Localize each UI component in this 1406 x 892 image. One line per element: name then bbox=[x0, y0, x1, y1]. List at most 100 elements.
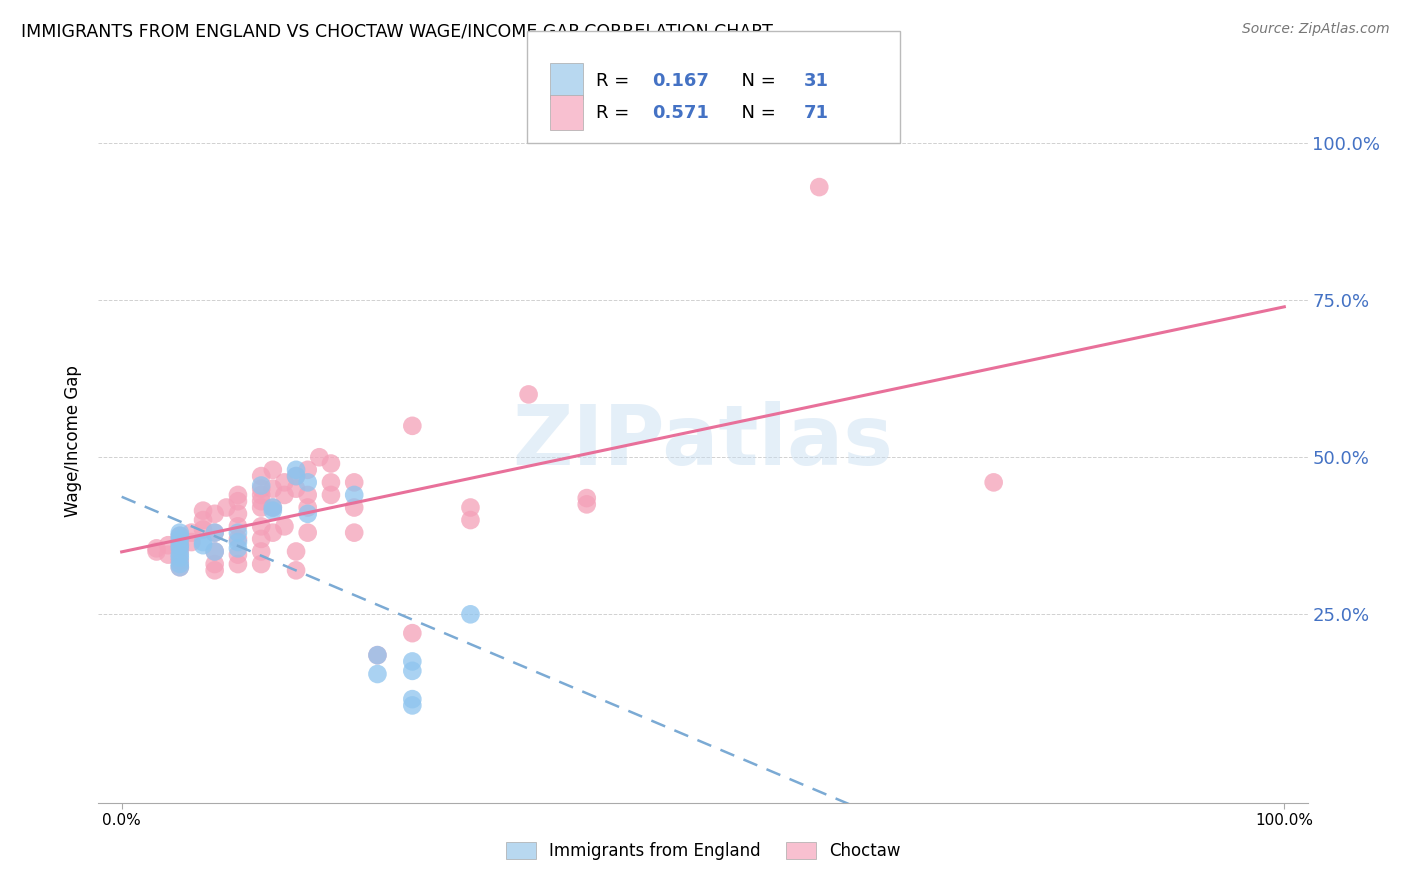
Point bbox=[215, 500, 238, 515]
Point bbox=[169, 529, 191, 543]
Point bbox=[250, 482, 273, 496]
Point bbox=[273, 519, 295, 533]
Point bbox=[204, 557, 226, 571]
Point bbox=[250, 469, 273, 483]
Point bbox=[285, 482, 308, 496]
Point bbox=[460, 607, 482, 622]
Point bbox=[204, 563, 226, 577]
Point bbox=[297, 488, 319, 502]
Point bbox=[366, 667, 388, 681]
Point bbox=[262, 500, 284, 515]
Point bbox=[169, 535, 191, 549]
Point bbox=[145, 541, 167, 556]
Point bbox=[226, 548, 249, 562]
Point bbox=[204, 507, 226, 521]
Point bbox=[262, 525, 284, 540]
Point bbox=[191, 503, 214, 517]
Point bbox=[169, 541, 191, 556]
Point bbox=[169, 538, 191, 552]
Text: 0.167: 0.167 bbox=[652, 72, 709, 90]
Point bbox=[319, 488, 342, 502]
Point bbox=[285, 544, 308, 558]
Point bbox=[401, 655, 423, 669]
Point bbox=[169, 532, 191, 546]
Point bbox=[517, 387, 540, 401]
Point bbox=[366, 648, 388, 662]
Point bbox=[983, 475, 1005, 490]
Text: Source: ZipAtlas.com: Source: ZipAtlas.com bbox=[1241, 22, 1389, 37]
Text: N =: N = bbox=[730, 103, 782, 121]
Point bbox=[157, 548, 180, 562]
Point bbox=[145, 544, 167, 558]
Point bbox=[250, 494, 273, 508]
Point bbox=[191, 535, 214, 549]
Point bbox=[285, 469, 308, 483]
Point bbox=[262, 503, 284, 517]
Point bbox=[180, 525, 202, 540]
Text: 0.571: 0.571 bbox=[652, 103, 709, 121]
Point bbox=[343, 488, 366, 502]
Point bbox=[169, 557, 191, 571]
Point bbox=[226, 525, 249, 540]
Point bbox=[169, 550, 191, 565]
Point bbox=[308, 450, 330, 465]
Point bbox=[250, 532, 273, 546]
Text: N =: N = bbox=[730, 72, 782, 90]
Point bbox=[297, 525, 319, 540]
Point bbox=[460, 500, 482, 515]
Point bbox=[262, 482, 284, 496]
Point bbox=[169, 525, 191, 540]
Text: IMMIGRANTS FROM ENGLAND VS CHOCTAW WAGE/INCOME GAP CORRELATION CHART: IMMIGRANTS FROM ENGLAND VS CHOCTAW WAGE/… bbox=[21, 22, 773, 40]
Point bbox=[401, 664, 423, 678]
Point bbox=[343, 475, 366, 490]
Point bbox=[250, 544, 273, 558]
Point bbox=[250, 478, 273, 492]
Text: R =: R = bbox=[596, 103, 636, 121]
Y-axis label: Wage/Income Gap: Wage/Income Gap bbox=[65, 366, 83, 517]
Point bbox=[250, 519, 273, 533]
Point bbox=[204, 525, 226, 540]
Point bbox=[169, 538, 191, 552]
Point bbox=[191, 523, 214, 537]
Point bbox=[204, 544, 226, 558]
Point bbox=[169, 529, 191, 543]
Point bbox=[297, 507, 319, 521]
Point bbox=[169, 560, 191, 574]
Point bbox=[226, 541, 249, 556]
Text: 71: 71 bbox=[804, 103, 830, 121]
Point bbox=[226, 494, 249, 508]
Point bbox=[226, 535, 249, 549]
Point bbox=[226, 519, 249, 533]
Point bbox=[262, 500, 284, 515]
Point bbox=[297, 475, 319, 490]
Point bbox=[343, 525, 366, 540]
Point bbox=[226, 557, 249, 571]
Point bbox=[250, 500, 273, 515]
Point bbox=[169, 554, 191, 568]
Point bbox=[273, 488, 295, 502]
Point bbox=[226, 488, 249, 502]
Point bbox=[401, 626, 423, 640]
Point bbox=[204, 525, 226, 540]
Point bbox=[169, 544, 191, 558]
Point bbox=[191, 513, 214, 527]
Text: ZIPatlas: ZIPatlas bbox=[513, 401, 893, 482]
Point bbox=[285, 563, 308, 577]
Point bbox=[250, 488, 273, 502]
Point bbox=[226, 532, 249, 546]
Point bbox=[191, 538, 214, 552]
Text: R =: R = bbox=[596, 72, 636, 90]
Text: 31: 31 bbox=[804, 72, 830, 90]
Point bbox=[226, 507, 249, 521]
Point bbox=[169, 560, 191, 574]
Point bbox=[297, 500, 319, 515]
Point bbox=[273, 475, 295, 490]
Point bbox=[157, 538, 180, 552]
Point bbox=[366, 648, 388, 662]
Point bbox=[180, 535, 202, 549]
Legend: Immigrants from England, Choctaw: Immigrants from England, Choctaw bbox=[499, 835, 907, 867]
Point bbox=[575, 491, 598, 505]
Point bbox=[401, 692, 423, 706]
Point bbox=[319, 457, 342, 471]
Point bbox=[808, 180, 831, 194]
